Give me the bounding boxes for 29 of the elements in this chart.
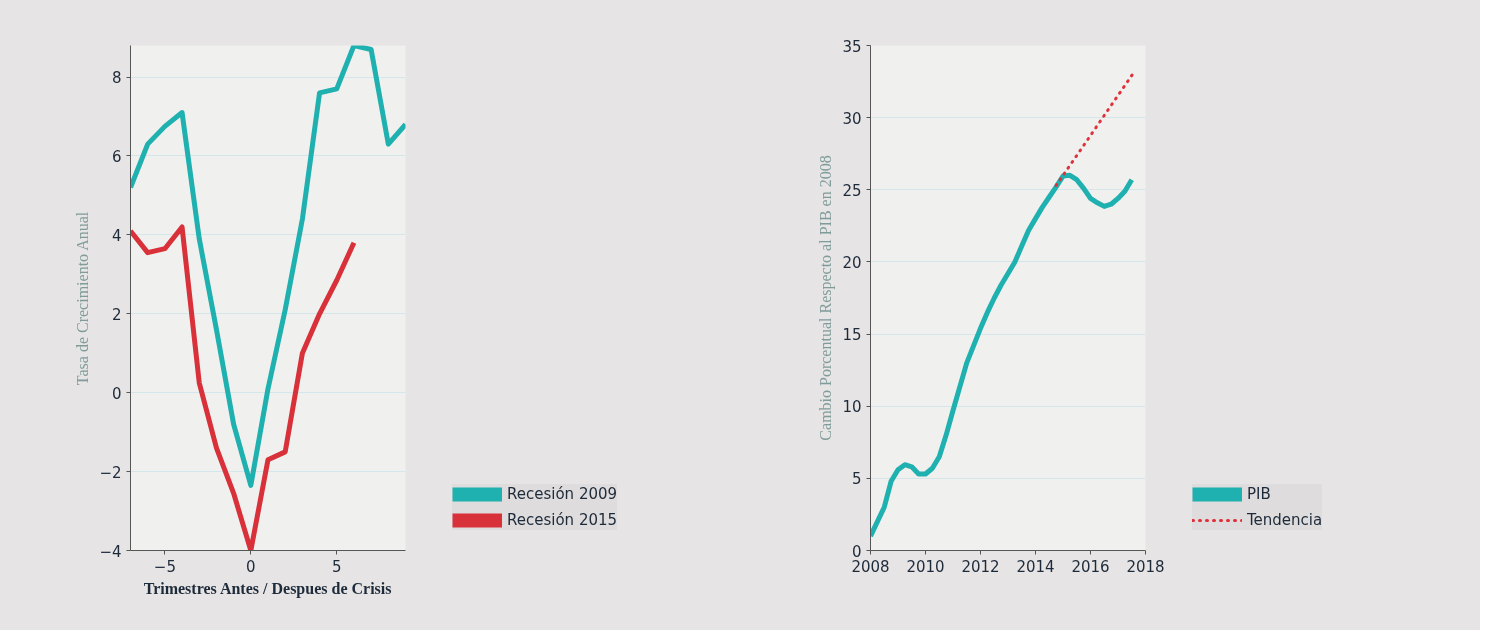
legend-label: Tendencia: [1247, 511, 1323, 529]
y-tick-label: 20: [842, 253, 862, 272]
x-tick-label: 0: [246, 557, 256, 576]
y-tick-label: 0: [111, 384, 122, 403]
y-tick-label: 25: [842, 181, 862, 200]
legend-label: Recesión 2015: [507, 511, 618, 529]
y-tick-label: 5: [851, 470, 862, 489]
x-tick-label: 2012: [961, 557, 1000, 576]
legend-label: Recesión 2009: [507, 485, 618, 503]
x-tick-label: 2010: [906, 557, 945, 576]
y-tick-label: 6: [111, 147, 122, 166]
x-axis-title: Trimestres Antes / Despues de Crisis: [143, 579, 392, 598]
legend-label: PIB: [1247, 485, 1271, 503]
y-tick-label: 10: [842, 398, 862, 417]
y-tick-label: 2: [111, 305, 122, 324]
y-tick-label: −4: [99, 542, 122, 561]
x-tick-label: 5: [331, 557, 342, 576]
y-axis-title: Tasa de Crecimiento Anual: [74, 211, 92, 386]
x-tick-label: 2014: [1016, 557, 1055, 576]
y-tick-label: 8: [111, 69, 122, 88]
y-tick-label: −2: [99, 463, 122, 482]
x-tick-label: 2016: [1071, 557, 1110, 576]
x-tick-label: −5: [153, 557, 176, 576]
y-axis-title: Cambio Porcentual Respecto al PIB en 2008: [817, 155, 836, 441]
y-tick-label: 30: [842, 109, 862, 128]
y-tick-label: 4: [111, 226, 122, 245]
y-tick-label: 15: [842, 326, 862, 345]
x-tick-label: 2018: [1126, 557, 1165, 576]
y-tick-label: 35: [842, 37, 862, 56]
